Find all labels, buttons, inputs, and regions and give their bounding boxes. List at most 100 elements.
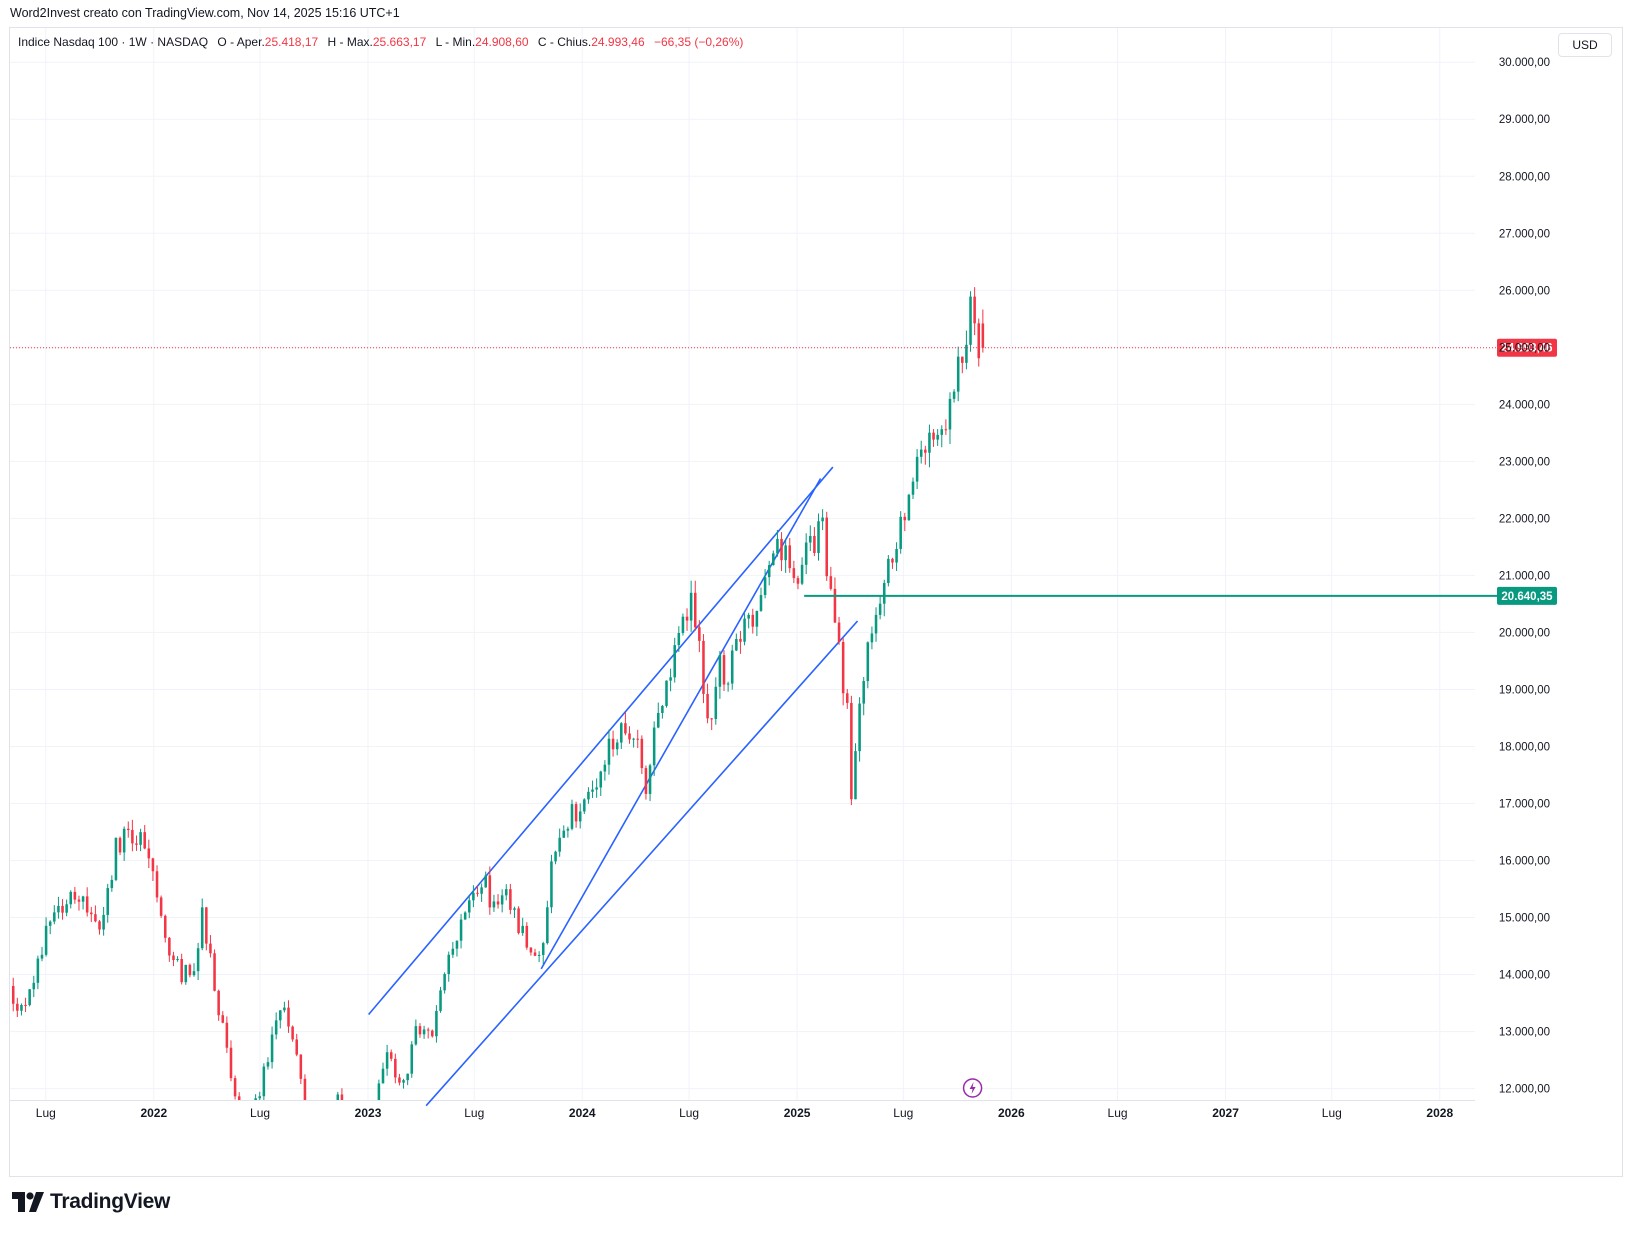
candle-body <box>817 521 820 553</box>
candle-body <box>28 989 31 1006</box>
candle-body <box>11 985 15 1004</box>
legend-open-value: 25.418,17 <box>264 35 319 49</box>
horizontal-level-label: 20.640,35 <box>1501 591 1553 603</box>
candle-body <box>176 958 179 961</box>
candle-body <box>283 1007 286 1011</box>
candle-body <box>685 616 689 621</box>
candle-body <box>948 398 952 430</box>
candle-body <box>615 742 619 750</box>
x-tick-label: 2022 <box>140 1106 167 1120</box>
candle-body <box>180 958 183 983</box>
candle-body <box>163 915 167 938</box>
x-tick-label: Lug <box>679 1106 699 1120</box>
candle-body <box>496 901 500 905</box>
candle-body <box>98 921 101 930</box>
last-candle-body <box>981 323 985 348</box>
candle-body <box>513 908 516 910</box>
y-tick-label: 18.000,00 <box>1499 741 1550 753</box>
candle-body <box>595 787 598 790</box>
candle-body <box>139 832 142 845</box>
candle-body <box>455 940 459 949</box>
legend-close-value: 24.993,46 <box>591 35 645 49</box>
candle-body <box>603 764 607 772</box>
candle-body <box>895 548 898 563</box>
candle-body <box>77 899 81 902</box>
candle-body <box>90 912 93 915</box>
attribution-text: Word2Invest creato con TradingView.com, … <box>10 6 400 20</box>
candle-body <box>891 558 894 563</box>
price-levels: 20.640,35 24.993,46 <box>10 338 1557 605</box>
candle-body <box>755 610 759 627</box>
legend-open-label: O - Aper. <box>217 35 265 49</box>
candle-body <box>468 900 471 913</box>
candle-body <box>562 830 566 838</box>
price-axis: 12.000,00 13.000,00 14.000,00 15.000,00 16.0… <box>1499 57 1550 1095</box>
candle-body <box>620 723 623 743</box>
y-tick-label: 12.000,00 <box>1499 1084 1550 1096</box>
candle-body <box>726 683 730 685</box>
candle-body <box>570 804 574 829</box>
candle-body <box>784 545 787 561</box>
trendline-channel-upper[interactable] <box>368 466 834 1015</box>
y-tick-label: 23.000,00 <box>1499 456 1550 468</box>
candle-body <box>291 1026 294 1040</box>
candle-body <box>159 897 163 916</box>
candle-body <box>529 947 533 953</box>
candle-body <box>217 990 220 1016</box>
candle-body <box>126 828 130 831</box>
candle-body <box>730 650 734 684</box>
candle-body <box>665 680 668 706</box>
candle-body <box>229 1047 233 1079</box>
candle-body <box>422 1029 426 1035</box>
candle-body <box>965 344 968 363</box>
candle-body <box>517 908 520 934</box>
candle-body <box>661 705 664 713</box>
candle-body <box>200 907 204 949</box>
legend-close-label: C - Chius. <box>537 35 592 49</box>
candle-body <box>743 618 746 642</box>
candle-body <box>792 568 796 579</box>
candle-body <box>521 925 524 934</box>
tradingview-logo-icon <box>12 1192 44 1212</box>
y-tick-label: 19.000,00 <box>1499 684 1550 696</box>
candle-body <box>915 456 919 482</box>
currency-button[interactable]: USD <box>1558 33 1612 57</box>
tradingview-wordmark: TradingView <box>50 1190 171 1213</box>
lightning-event-icon[interactable] <box>962 1078 983 1098</box>
candle-body <box>402 1080 405 1083</box>
time-axis: Lug 2022 Lug 2023 Lug 2024 Lug 2025 Lug 2026 Lug 20… <box>36 1106 1454 1120</box>
candle-body <box>447 954 451 975</box>
candle-body <box>718 655 722 687</box>
candle-body <box>385 1052 389 1069</box>
trendline-channel-lower[interactable] <box>425 620 859 1107</box>
tradingview-brand[interactable]: TradingView <box>12 1190 170 1214</box>
candle-body <box>689 592 693 621</box>
x-tick-label: 2025 <box>784 1106 811 1120</box>
candle-body <box>952 391 956 399</box>
candle-body <box>504 889 508 896</box>
x-tick-label: Lug <box>1108 1106 1128 1120</box>
candle-body <box>131 830 134 844</box>
x-tick-label: Lug <box>36 1106 56 1120</box>
candle-body <box>451 948 455 955</box>
candle-body <box>270 1034 274 1063</box>
candle-body <box>168 937 171 956</box>
candle-body <box>233 1078 237 1097</box>
candle-body <box>632 738 635 740</box>
x-tick-label: 2024 <box>569 1106 596 1120</box>
candle-body <box>546 907 549 944</box>
legend-high-value: 25.663,17 <box>372 35 427 49</box>
candle-body <box>299 1054 303 1079</box>
last-price-label: 24.993,46 <box>1501 343 1552 355</box>
candle-body <box>574 804 578 822</box>
candle-body <box>796 578 800 584</box>
candle-body <box>858 703 861 752</box>
candle-body <box>845 693 849 703</box>
candle-body <box>874 614 878 634</box>
candle-body <box>747 614 750 619</box>
legend-symbol: Indice Nasdaq 100 · 1W · NASDAQ <box>18 35 209 49</box>
y-tick-label: 26.000,00 <box>1499 285 1550 297</box>
candle-body <box>40 954 44 959</box>
candle-body <box>763 577 767 596</box>
